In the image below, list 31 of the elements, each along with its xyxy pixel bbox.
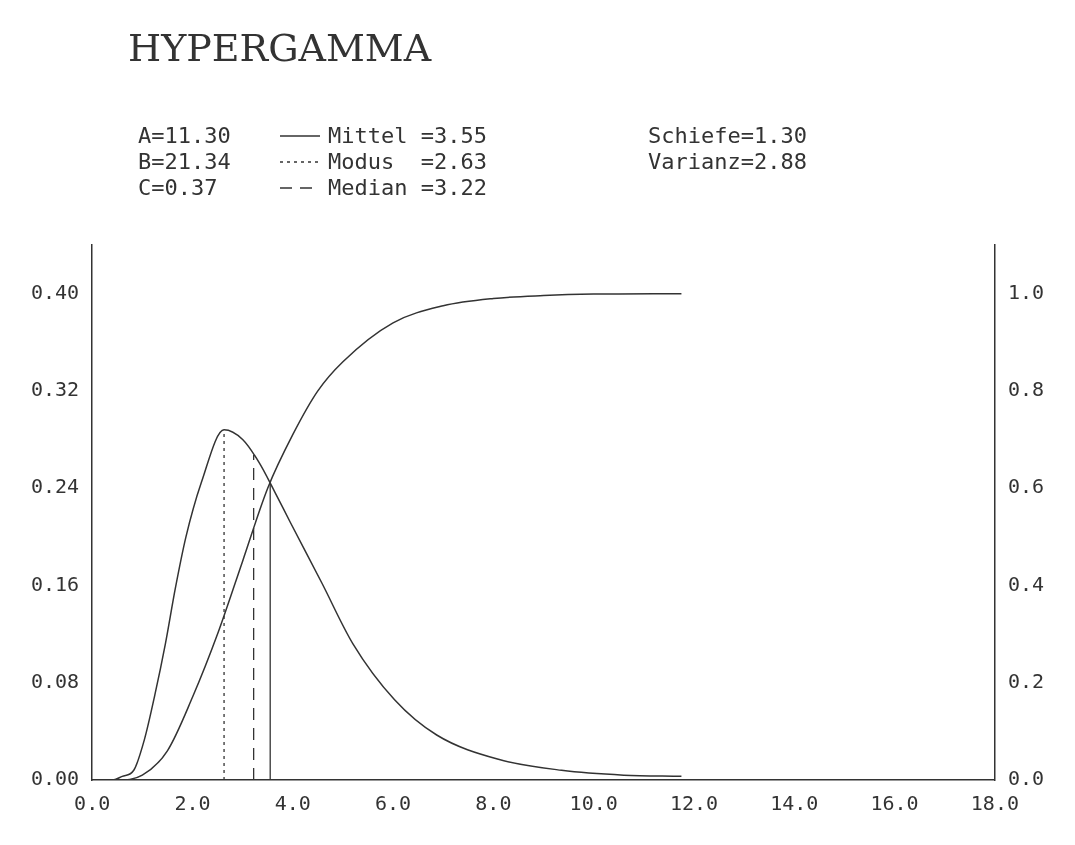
y-tick-label: 0.32 xyxy=(30,377,80,402)
x-tick-label: 8.0 xyxy=(475,791,512,816)
text: Schiefe=1.30 xyxy=(648,123,807,149)
x-tick-label: 0.0 xyxy=(74,791,111,816)
text: A=11.30 xyxy=(138,123,231,149)
y2-tick-label: 0.6 xyxy=(1007,474,1044,499)
x-tick-label: 2.0 xyxy=(174,791,211,816)
y-tick-label: 0.16 xyxy=(30,571,80,596)
y2-tick-label: 0.0 xyxy=(1007,766,1044,791)
chart-title: HYPERGAMMA xyxy=(128,26,432,70)
text: C=0.37 xyxy=(138,175,219,201)
y-tick-label: 0.08 xyxy=(30,668,80,693)
x-tick-label: 6.0 xyxy=(375,791,412,816)
x-tick-label: 16.0 xyxy=(870,791,919,816)
text: Varianz=2.88 xyxy=(648,149,807,175)
x-tick-label: 10.0 xyxy=(569,791,618,816)
y-tick-label: 0.40 xyxy=(30,279,80,304)
legend-label: Mittel =3.55 xyxy=(328,123,487,149)
x-tick-label: 4.0 xyxy=(274,791,311,816)
legend-label: Modus =2.63 xyxy=(328,149,487,175)
x-tick-label: 14.0 xyxy=(770,791,819,816)
y-tick-label: 0.00 xyxy=(30,766,80,791)
x-tick-label: 18.0 xyxy=(970,791,1019,816)
text: B=21.34 xyxy=(138,149,231,175)
x-tick-label: 12.0 xyxy=(669,791,719,816)
y2-tick-label: 0.4 xyxy=(1007,571,1044,596)
y2-tick-label: 1.0 xyxy=(1007,279,1044,304)
y2-tick-label: 0.8 xyxy=(1007,377,1044,402)
y-tick-label: 0.24 xyxy=(30,474,80,499)
y2-tick-label: 0.2 xyxy=(1007,668,1044,693)
legend-label: Median =3.22 xyxy=(328,175,487,201)
